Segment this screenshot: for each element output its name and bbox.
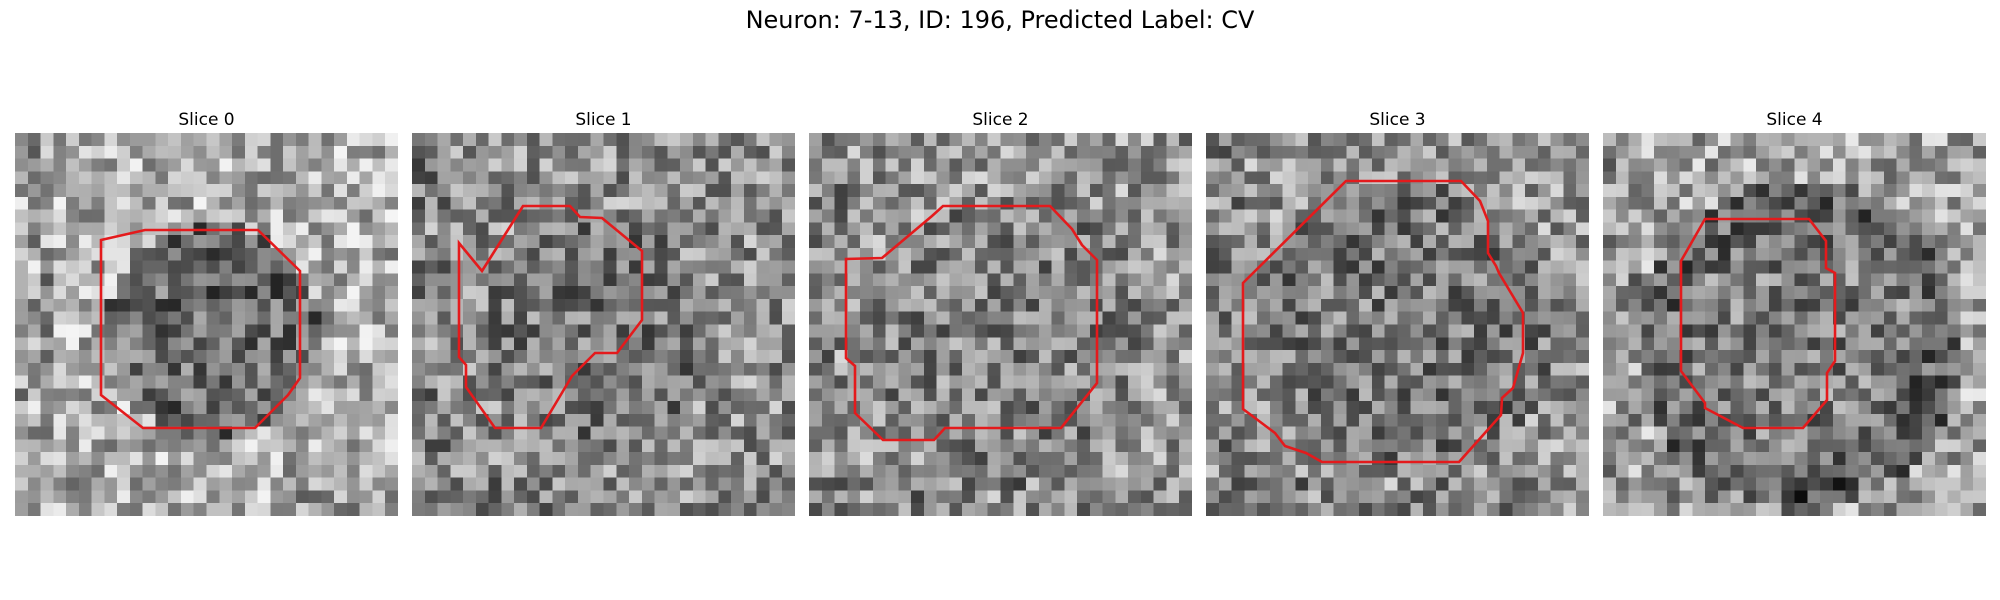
slice-image-0 [15,133,398,516]
slice-panel-2: Slice 2 [809,108,1192,516]
grayscale-texture-0 [15,133,398,516]
roi-contour-1 [457,204,644,430]
slice-title-2: Slice 2 [972,110,1029,130]
slice-image-2 [809,133,1192,516]
grayscale-texture-1 [412,133,795,516]
contour-overlay-1 [457,204,644,430]
slice-title-4: Slice 4 [1766,110,1823,130]
grayscale-texture-3 [1206,133,1589,516]
slice-title-3: Slice 3 [1369,110,1426,130]
roi-contour-3 [1241,179,1525,464]
slice-panel-3: Slice 3 [1206,108,1589,516]
contour-overlay-4 [1679,217,1837,430]
slice-panel-1: Slice 1 [412,108,795,516]
slice-image-1 [412,133,795,516]
contour-overlay-3 [1241,179,1525,464]
slice-title-1: Slice 1 [575,110,632,130]
roi-contour-2 [844,204,1099,442]
roi-contour-0 [99,228,302,430]
contour-overlay-0 [99,228,302,430]
figure-title: Neuron: 7-13, ID: 196, Predicted Label: … [745,6,1255,34]
slice-panel-4: Slice 4 [1603,108,1986,516]
slice-image-4 [1603,133,1986,516]
roi-contour-4 [1679,217,1837,430]
grayscale-texture-4 [1603,133,1986,516]
contour-overlay-2 [844,204,1099,442]
slice-title-0: Slice 0 [178,110,235,130]
slice-panel-0: Slice 0 [15,108,398,516]
slice-image-3 [1206,133,1589,516]
grayscale-texture-2 [809,133,1192,516]
